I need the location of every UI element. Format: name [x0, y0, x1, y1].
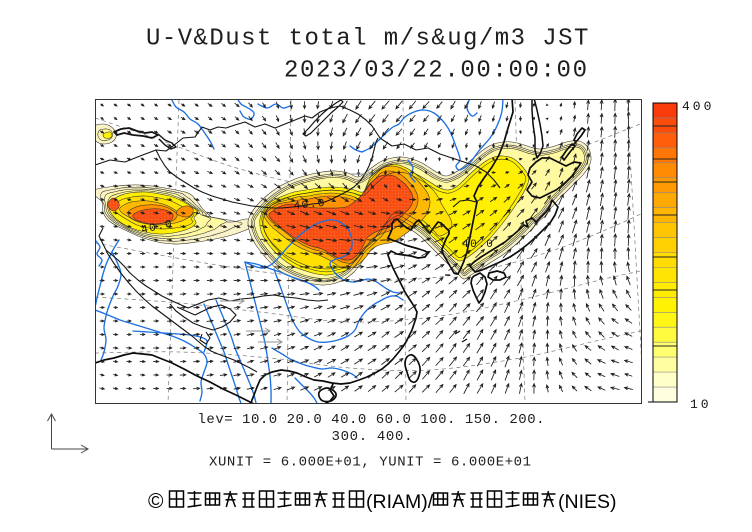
svg-text:300. 400.: 300. 400. [332, 429, 414, 445]
svg-text:40.0: 40.0 [462, 239, 494, 251]
svg-text:(NIES): (NIES) [558, 491, 617, 513]
svg-text:lev= 10.0 20.0 40.0 60.0 100.: lev= 10.0 20.0 40.0 60.0 100. 150. 200. [198, 412, 546, 428]
svg-text:(RIAM)/: (RIAM)/ [366, 491, 434, 513]
svg-text:10: 10 [690, 397, 712, 412]
svg-text:U-V&Dust total m/s&ug/m3 JST: U-V&Dust total m/s&ug/m3 JST [146, 26, 590, 53]
svg-text:2023/03/22.00:00:00: 2023/03/22.00:00:00 [284, 58, 589, 85]
svg-text:©: © [148, 490, 164, 513]
svg-text:40.0: 40.0 [293, 198, 326, 213]
svg-text:XUNIT = 6.000E+01, YUNIT = 6.0: XUNIT = 6.000E+01, YUNIT = 6.000E+01 [209, 455, 532, 471]
svg-text:400: 400 [682, 99, 714, 114]
